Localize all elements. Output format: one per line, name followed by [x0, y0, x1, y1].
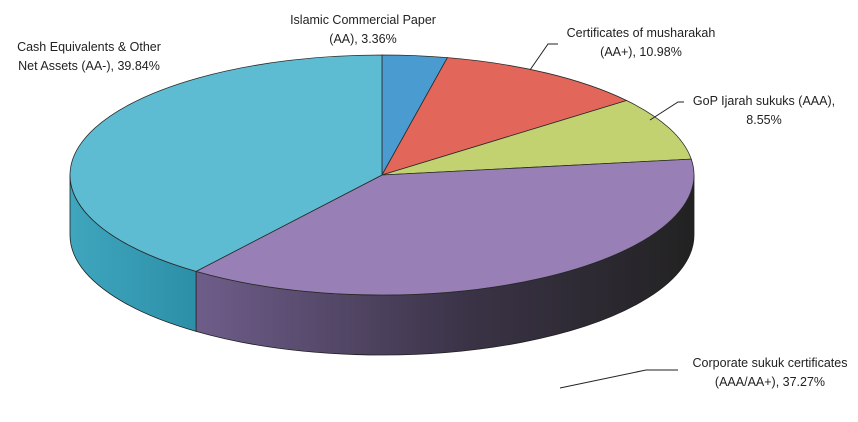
- slice-label-gop-ijarah-line1: GoP Ijarah sukuks (AAA),: [693, 94, 835, 108]
- leader-line-musharakah: [529, 43, 558, 71]
- slice-label-gop-ijarah-line2: 8.55%: [746, 113, 781, 127]
- slice-label-musharakah-line1: Certificates of musharakah: [567, 26, 716, 40]
- slice-musharakah: [381, 57, 628, 176]
- slice-label-corporate-sukuk-line2: (AAA/AA+), 37.27%: [715, 375, 825, 389]
- leader-line-corporate-sukuk: [559, 369, 678, 389]
- slice-corporate-sukuk: [195, 158, 695, 296]
- slice-gop-ijarah: [381, 100, 692, 176]
- slice-label-corporate-sukuk-line1: Corporate sukuk certificates: [693, 356, 848, 370]
- slice-label-musharakah-line2: (AA+), 10.98%: [600, 45, 682, 59]
- slice-cash-equivalents: [69, 54, 383, 272]
- slice-label-islamic-cp-line1: Islamic Commercial Paper: [290, 13, 436, 27]
- slice-label-islamic-cp-line2: (AA), 3.36%: [329, 32, 396, 46]
- slice-label-cash-equivalents-line2: Net Assets (AA-), 39.84%: [18, 59, 160, 73]
- slice-label-cash-equivalents-line1: Cash Equivalents & Other: [17, 40, 161, 54]
- leader-line-gop-ijarah: [649, 101, 684, 121]
